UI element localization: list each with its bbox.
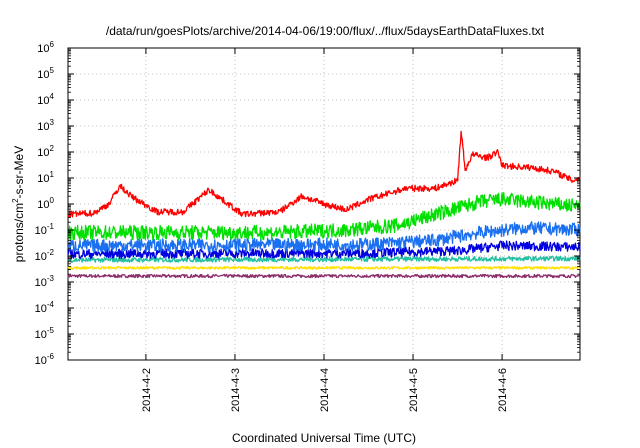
series-layer: [67, 130, 581, 279]
y-axis-label-pre: protons/cm: [12, 203, 26, 262]
x-tick-label: 2014-4-6: [497, 368, 509, 412]
y-tick-label: 10-6: [35, 352, 55, 367]
y-tick-base: 10: [37, 95, 49, 107]
x-axis-label: Coordinated Universal Time (UTC): [232, 431, 416, 445]
y-tick-base: 10: [35, 355, 47, 367]
y-tick-base: 10: [35, 277, 47, 289]
flux-series-line-0: [67, 273, 581, 279]
y-tick-label: 10-1: [35, 222, 55, 237]
y-tick-exponent: -3: [47, 274, 55, 283]
y-tick-base: 10: [35, 251, 47, 263]
y-tick-exponent: 4: [50, 92, 55, 101]
y-tick-base: 10: [37, 121, 49, 133]
y-axis-label-post: -s-sr-MeV: [12, 146, 26, 199]
y-tick-label: 10-4: [35, 300, 55, 315]
flux-series-line-2: [67, 255, 581, 263]
flux-series-line-3: [67, 240, 581, 260]
x-tick-label: 2014-4-4: [319, 368, 331, 412]
y-tick-exponent: 2: [50, 144, 55, 153]
y-tick-label: 101: [37, 170, 54, 185]
y-axis-label: protons/cm2-s-sr-MeV: [11, 146, 26, 262]
y-tick-label: 106: [37, 40, 54, 55]
x-tick-label: 2014-4-2: [141, 368, 153, 412]
y-tick-exponent: -2: [47, 248, 55, 257]
y-tick-label: 103: [37, 118, 54, 133]
x-tick-label: 2014-4-5: [408, 368, 420, 412]
y-tick-base: 10: [37, 43, 49, 55]
y-tick-label: 10-3: [35, 274, 55, 289]
x-tick-label: 2014-4-3: [230, 368, 242, 412]
y-tick-label: 102: [37, 144, 54, 159]
y-tick-exponent: 5: [50, 66, 55, 75]
chart-title: /data/run/goesPlots/archive/2014-04-06/1…: [106, 24, 545, 38]
y-tick-exponent: -1: [47, 222, 55, 231]
y-tick-label: 100: [37, 196, 54, 211]
y-tick-label: 105: [37, 66, 54, 81]
y-tick-exponent: 1: [50, 170, 55, 179]
y-tick-base: 10: [35, 225, 47, 237]
y-tick-base: 10: [37, 147, 49, 159]
y-tick-base: 10: [37, 69, 49, 81]
y-tick-exponent: 3: [50, 118, 55, 127]
y-axis-ticks: 10-610-510-410-310-210-11001011021031041…: [35, 40, 580, 367]
flux-series-line-6: [67, 130, 581, 218]
y-tick-exponent: -4: [47, 300, 55, 309]
y-tick-label: 10-5: [35, 326, 55, 341]
y-tick-base: 10: [35, 303, 47, 315]
flux-series-line-1: [67, 265, 581, 270]
y-tick-exponent: 0: [50, 196, 55, 205]
y-tick-exponent: -6: [47, 352, 55, 361]
flux-series-line-5: [67, 192, 581, 241]
y-tick-exponent: -5: [47, 326, 55, 335]
y-tick-base: 10: [37, 199, 49, 211]
y-tick-label: 104: [37, 92, 54, 107]
y-tick-base: 10: [37, 173, 49, 185]
x-axis-ticks: 2014-4-2 2014-4-3 2014-4-4 2014-4-5 2014-4-6: [141, 48, 509, 412]
y-tick-label: 10-2: [35, 248, 55, 263]
y-tick-base: 10: [35, 329, 47, 341]
y-tick-exponent: 6: [50, 40, 55, 49]
y-axis-label-sup: 2: [11, 198, 20, 203]
